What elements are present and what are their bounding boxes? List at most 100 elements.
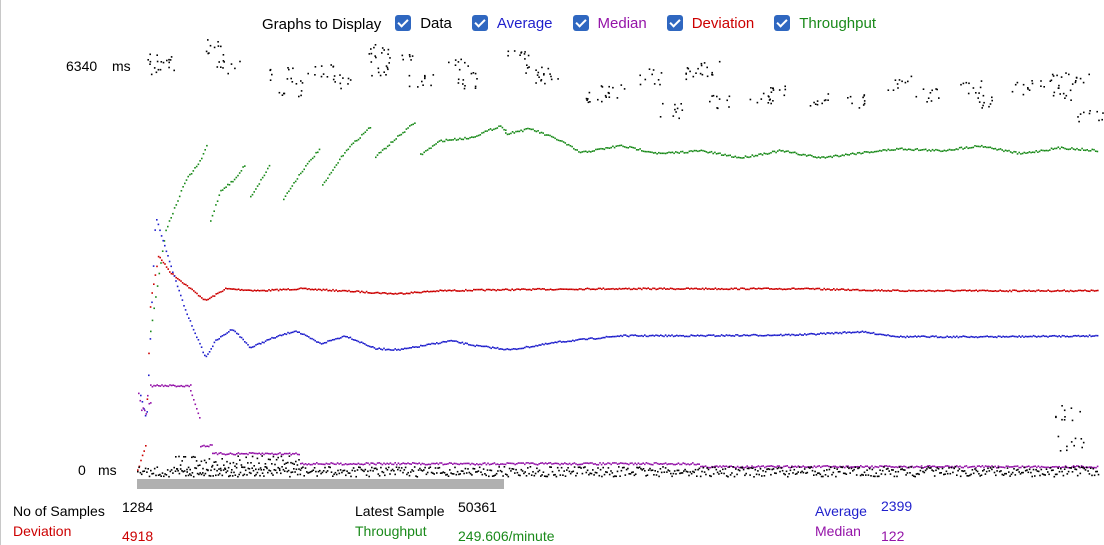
checkbox-checked-icon[interactable]: [395, 15, 412, 31]
data-point: [307, 72, 309, 75]
average-point: [805, 334, 808, 336]
throughput-point: [211, 214, 214, 217]
data-point: [857, 467, 859, 470]
average-point: [986, 335, 988, 337]
average-point: [652, 334, 654, 337]
deviation-point: [772, 288, 774, 290]
throughput-point: [400, 133, 403, 136]
data-point: [398, 466, 400, 469]
average-point: [399, 349, 401, 351]
median-point: [748, 466, 750, 469]
throughput-point: [561, 140, 563, 142]
median-point: [1032, 465, 1035, 468]
throughput-point: [477, 134, 480, 137]
data-point: [535, 69, 537, 71]
average-point: [413, 346, 416, 348]
data-point: [307, 472, 309, 474]
data-point: [456, 470, 459, 473]
deviation-point: [234, 288, 237, 291]
data-point: [836, 468, 838, 470]
deviation-point: [930, 290, 933, 292]
median-point: [1012, 466, 1014, 468]
data-point: [545, 475, 547, 478]
checkbox-throughput[interactable]: Throughput: [774, 15, 876, 32]
median-point: [415, 462, 417, 465]
median-point: [162, 385, 165, 388]
throughput-point: [926, 150, 929, 152]
median-point: [282, 453, 284, 456]
data-point: [897, 87, 899, 89]
data-point: [510, 470, 512, 472]
deviation-point: [845, 289, 848, 291]
average-point: [266, 339, 268, 341]
median-point: [821, 465, 824, 468]
average-point: [173, 275, 176, 277]
checkbox-deviation[interactable]: Deviation: [666, 15, 754, 32]
deviation-point: [1028, 289, 1030, 292]
throughput-point: [637, 149, 640, 151]
data-point: [465, 472, 468, 474]
throughput-point: [376, 154, 379, 156]
data-point: [1053, 475, 1056, 478]
data-point: [346, 470, 348, 472]
deviation-point: [229, 288, 232, 290]
checkbox-data[interactable]: Data: [395, 15, 452, 32]
deviation-point: [474, 288, 477, 291]
data-point: [676, 469, 679, 472]
data-point: [849, 472, 851, 474]
deviation-point: [709, 288, 712, 290]
average-point: [781, 334, 784, 337]
data-point: [383, 71, 385, 73]
horizontal-scrollbar-thumb[interactable]: [137, 479, 504, 489]
data-point: [718, 473, 720, 475]
data-point: [269, 69, 271, 72]
deviation-point: [1033, 290, 1035, 292]
data-point: [1011, 90, 1014, 93]
data-point: [933, 475, 936, 477]
throughput-point: [310, 158, 312, 161]
deviation-point: [570, 288, 573, 291]
data-point: [728, 106, 730, 108]
deviation-point: [161, 259, 163, 262]
deviation-point: [975, 289, 977, 291]
average-point: [386, 348, 388, 351]
data-point: [1079, 77, 1082, 80]
data-point: [374, 55, 376, 57]
data-point: [285, 467, 287, 469]
data-point: [1077, 116, 1079, 118]
checkbox-checked-icon[interactable]: [774, 15, 791, 31]
throughput-point: [981, 144, 983, 147]
median-point: [288, 452, 291, 454]
median-point: [172, 384, 174, 386]
checkbox-average[interactable]: Average: [471, 15, 553, 32]
deviation-point: [629, 288, 632, 291]
median-point: [407, 462, 409, 464]
checkbox-checked-icon[interactable]: [572, 15, 589, 31]
throughput-point: [656, 153, 658, 155]
data-point: [801, 470, 803, 473]
data-point: [287, 461, 289, 464]
checkbox-median[interactable]: Median: [572, 15, 647, 32]
deviation-point: [393, 293, 395, 295]
data-point: [330, 471, 333, 473]
median-point: [314, 463, 316, 465]
throughput-point: [814, 156, 816, 158]
deviation-point: [1004, 290, 1006, 293]
data-point: [907, 80, 909, 83]
data-point: [222, 469, 225, 471]
data-point: [756, 101, 759, 104]
median-point: [1093, 466, 1096, 469]
average-point: [685, 335, 688, 338]
average-point: [378, 347, 380, 349]
data-point: [1028, 89, 1031, 91]
throughput-point: [884, 149, 886, 151]
throughput-point: [398, 134, 401, 137]
average-point: [1031, 335, 1033, 338]
checkbox-checked-icon[interactable]: [666, 15, 683, 31]
data-point: [586, 99, 588, 101]
average-point: [396, 349, 398, 351]
average-point: [791, 333, 793, 336]
data-point: [1081, 446, 1083, 449]
deviation-point: [1073, 290, 1075, 293]
checkbox-checked-icon[interactable]: [471, 15, 488, 31]
